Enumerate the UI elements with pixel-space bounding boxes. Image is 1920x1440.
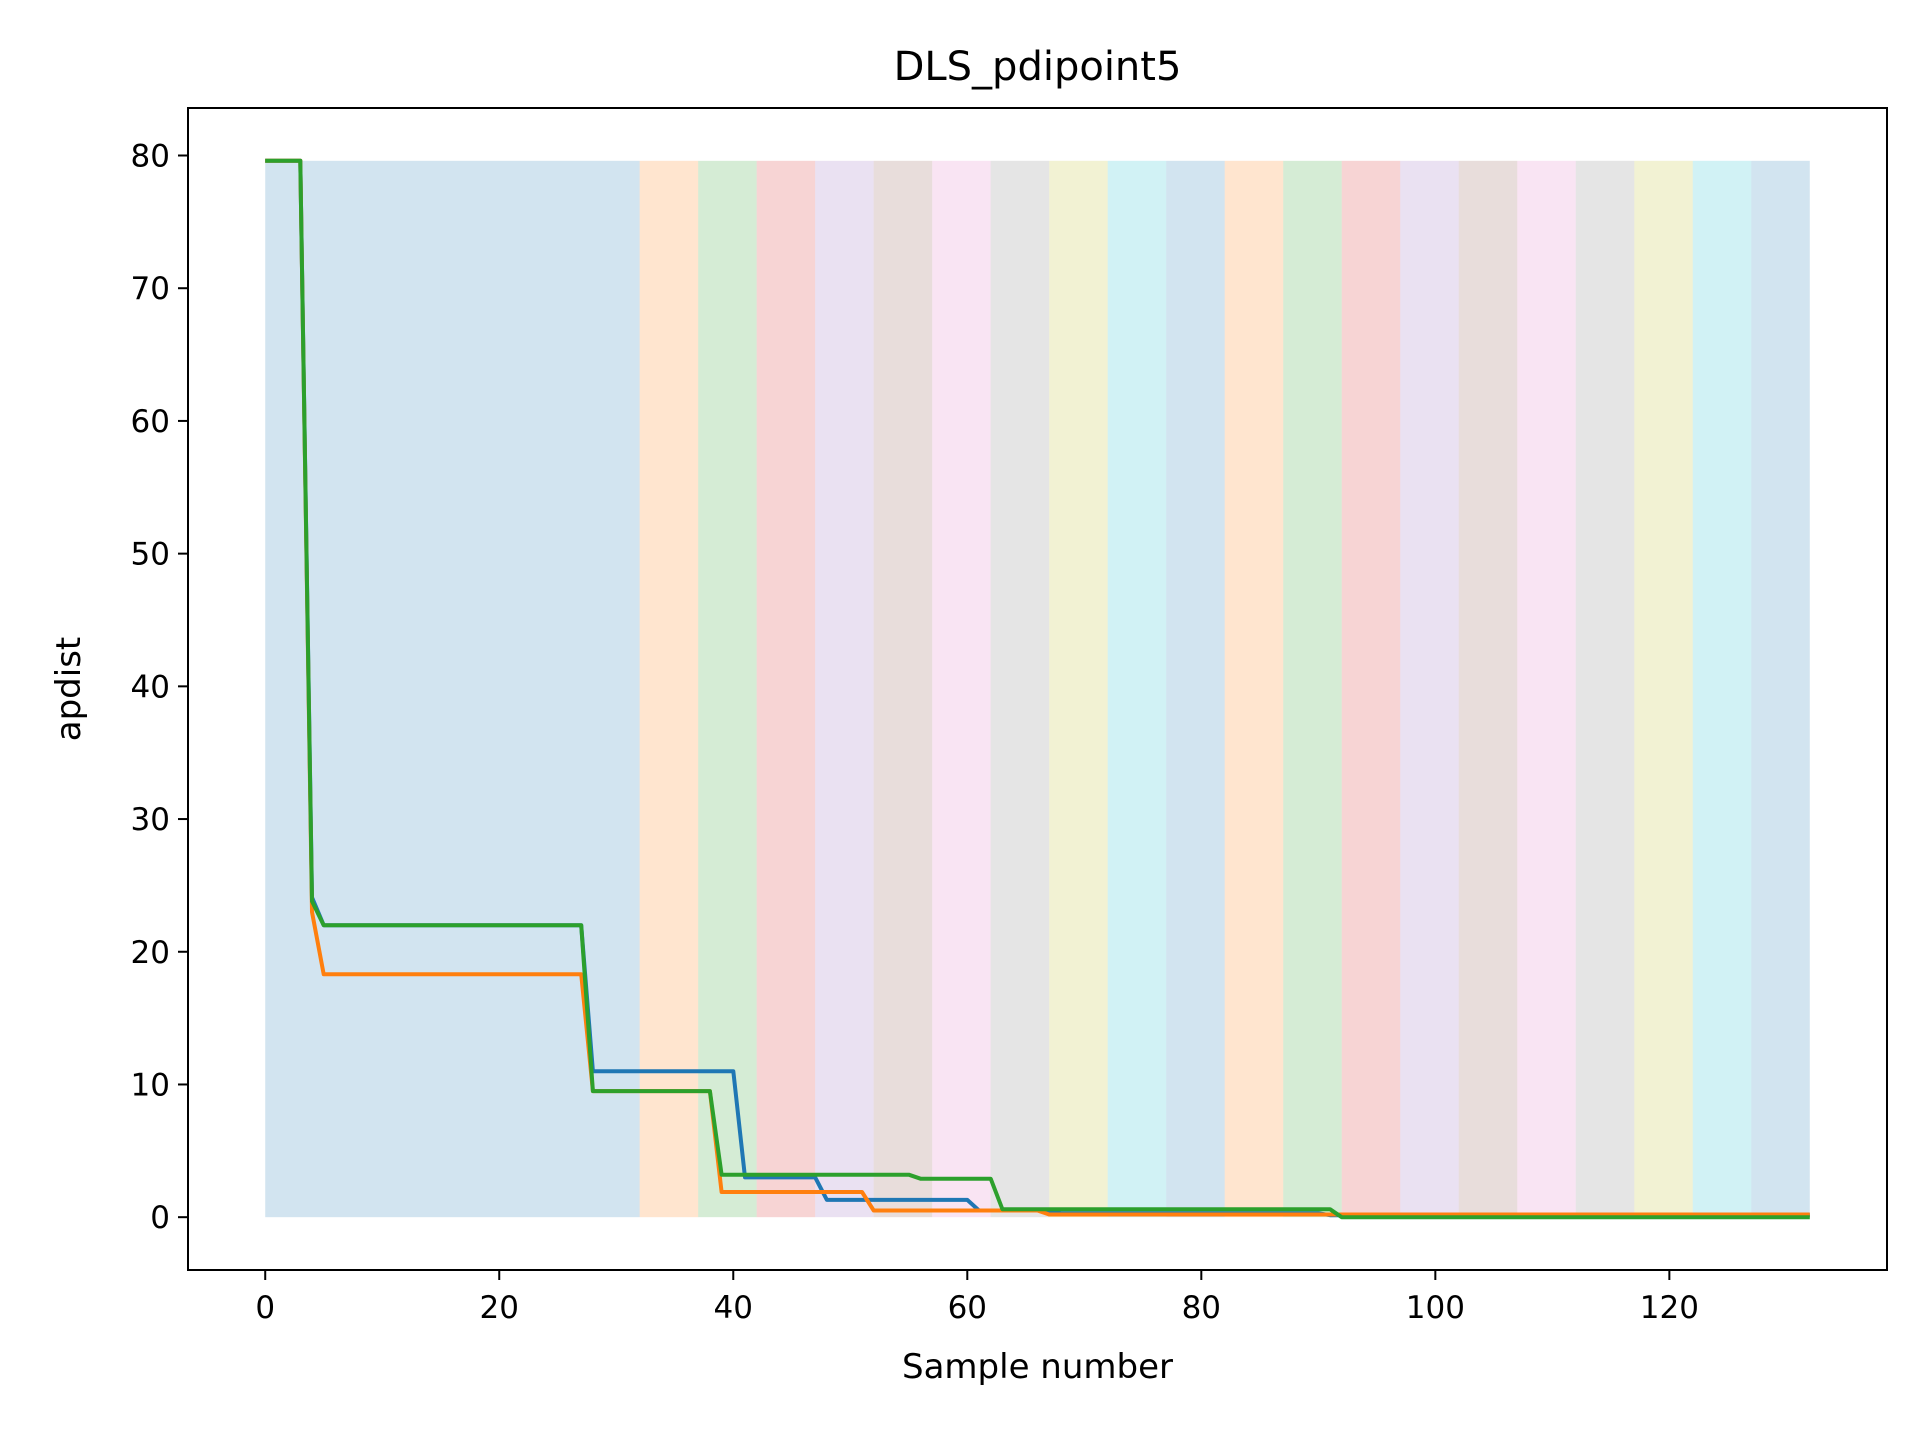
y-tick-label: 30 (131, 802, 170, 838)
band-16 (1517, 160, 1576, 1218)
x-tick-label: 60 (948, 1290, 987, 1326)
y-tick-label: 0 (150, 1200, 170, 1236)
y-tick-label: 80 (131, 139, 170, 175)
band-4 (815, 160, 874, 1218)
x-tick-label: 40 (714, 1290, 753, 1326)
plot-frame (187, 107, 1888, 1271)
y-tick-label: 40 (131, 669, 170, 705)
band-18 (1634, 160, 1693, 1218)
band-1 (639, 160, 699, 1218)
x-tick-label: 80 (1182, 1290, 1221, 1326)
x-tick-label: 20 (480, 1290, 519, 1326)
y-tick-label: 20 (131, 935, 170, 971)
y-tick-label: 50 (131, 537, 170, 573)
band-17 (1575, 160, 1635, 1218)
x-tick-label: 0 (255, 1290, 275, 1326)
y-axis-ticks: 0 10 20 30 40 50 60 70 80 (131, 139, 188, 1236)
band-7 (990, 160, 1050, 1218)
band-10 (1166, 160, 1225, 1218)
band-6 (932, 160, 991, 1218)
band-15 (1458, 160, 1518, 1218)
band-0 (265, 160, 640, 1218)
x-axis-label: Sample number (902, 1347, 1173, 1387)
band-20 (1751, 160, 1810, 1218)
band-14 (1400, 160, 1459, 1218)
x-axis-ticks: 0 20 40 60 80 100 120 (255, 1270, 1699, 1326)
band-12 (1283, 160, 1342, 1218)
band-11 (1224, 160, 1284, 1218)
y-tick-label: 10 (131, 1067, 170, 1103)
band-8 (1049, 160, 1108, 1218)
y-tick-label: 70 (131, 271, 170, 307)
band-2 (698, 160, 757, 1218)
band-3 (756, 160, 816, 1218)
band-13 (1341, 160, 1401, 1218)
band-9 (1107, 160, 1167, 1218)
x-tick-label: 120 (1640, 1290, 1699, 1326)
band-19 (1692, 160, 1752, 1218)
band-5 (873, 160, 933, 1218)
background-bands (265, 160, 1810, 1218)
series-line-3 (265, 158, 1810, 1220)
y-tick-label: 60 (131, 404, 170, 440)
series-lines (265, 158, 1810, 1220)
chart-title: DLS_pdipoint5 (894, 44, 1182, 90)
y-axis-label: apdist (49, 637, 89, 742)
x-tick-label: 100 (1406, 1290, 1465, 1326)
